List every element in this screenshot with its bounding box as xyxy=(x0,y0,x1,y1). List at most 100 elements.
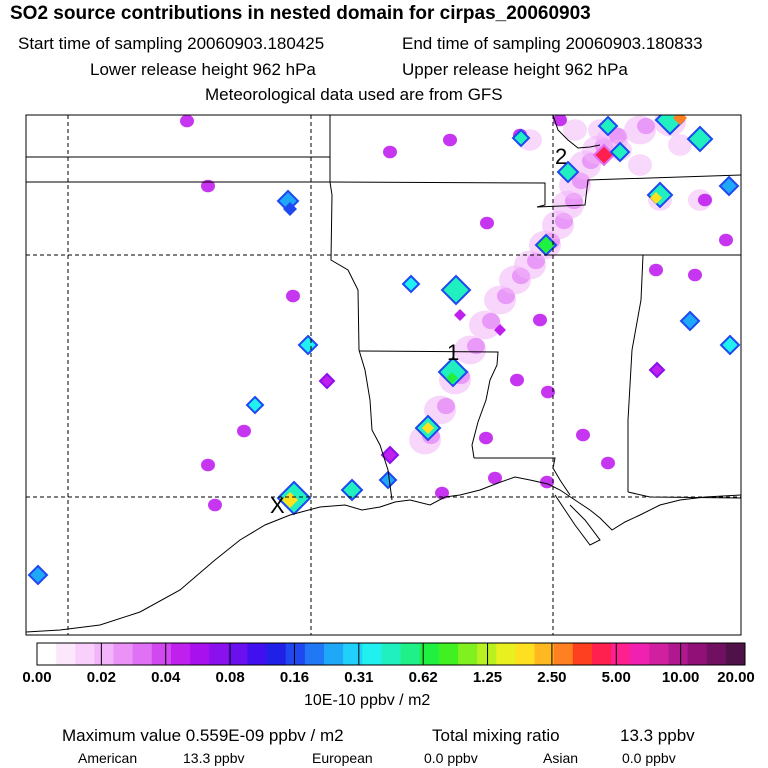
concentration-cell xyxy=(245,395,265,415)
colorbar-swatch xyxy=(266,643,287,665)
colorbar-swatch xyxy=(553,643,574,665)
source-asian-value: 0.0 ppbv xyxy=(622,750,676,766)
coastline-detail xyxy=(554,494,601,546)
colorbar-swatch xyxy=(37,643,57,665)
plume-cell xyxy=(533,313,547,327)
concentration-cell xyxy=(673,115,687,125)
colorbar-swatch xyxy=(438,643,459,665)
site-marker-2: 2 xyxy=(555,144,567,169)
concentration-cell xyxy=(401,274,421,294)
concentration-cell xyxy=(597,115,619,137)
maximum-value-label: Maximum value 0.559E-09 ppbv / m2 xyxy=(62,726,344,745)
concentration-cell xyxy=(718,175,740,197)
source-european-name: European xyxy=(312,750,373,766)
colorbar-tick-label: 2.50 xyxy=(537,669,567,686)
colorbar-swatch xyxy=(630,643,650,665)
colorbar-swatch xyxy=(496,643,516,665)
concentration-cell xyxy=(440,274,472,306)
map-frame xyxy=(25,114,742,636)
concentration-cell xyxy=(556,160,580,184)
concentration-cell xyxy=(511,128,531,148)
colorbar-swatch xyxy=(419,643,440,665)
plume-cell xyxy=(237,424,251,438)
lower-release-height-label: Lower release height 962 hPa xyxy=(90,60,316,79)
colorbar-swatch xyxy=(75,643,95,665)
plume-cell xyxy=(201,179,215,193)
concentration-cell xyxy=(446,372,458,384)
plume-cell xyxy=(467,337,485,355)
source-european-value: 0.0 ppbv xyxy=(424,750,478,766)
colorbar-tick-label: 5.00 xyxy=(601,669,631,686)
colorbar-swatch xyxy=(247,643,268,665)
end-time-label: End time of sampling 20060903.180833 xyxy=(402,34,703,53)
colorbar-tick-label: 0.16 xyxy=(279,669,310,686)
plume-cell xyxy=(637,117,655,135)
colorbar-tick-label: 20.00 xyxy=(717,669,755,686)
source-american-value: 13.3 ppbv xyxy=(183,750,245,766)
colorbar-tick-label: 0.04 xyxy=(151,669,181,686)
colorbar-tick-label: 1.25 xyxy=(472,669,503,686)
plume-cell xyxy=(437,397,455,415)
source-asian-name: Asian xyxy=(543,750,579,766)
colorbar-swatch xyxy=(228,643,248,665)
colorbar-swatch xyxy=(515,643,536,665)
colorbar-swatch xyxy=(534,643,555,665)
concentration-cells xyxy=(27,115,741,586)
source-x-marker: X xyxy=(270,493,285,518)
concentration-cell xyxy=(340,478,364,502)
concentration-cell xyxy=(27,564,49,586)
colorbar-swatch xyxy=(285,643,306,665)
colorbar-tick-label: 10.00 xyxy=(661,669,700,686)
colorbar-swatch xyxy=(725,643,746,665)
colorbar-tick-label: 0.62 xyxy=(408,669,438,686)
colorbar-swatch xyxy=(209,643,229,665)
plume-cell xyxy=(601,456,615,470)
colorbar-swatch xyxy=(706,643,727,665)
concentration-cell xyxy=(454,309,466,321)
state-border xyxy=(358,350,499,459)
site-marker-1: 1 xyxy=(447,340,459,365)
concentration-cell xyxy=(380,445,400,465)
colorbar-swatch xyxy=(687,643,708,665)
start-time-label: Start time of sampling 20060903.180425 xyxy=(18,34,325,53)
colorbar-swatch xyxy=(113,643,134,665)
state-border xyxy=(329,174,741,208)
concentration-cell xyxy=(318,372,336,390)
concentration-cell xyxy=(648,361,666,379)
plume-cell xyxy=(553,115,567,127)
concentration-cell xyxy=(650,192,662,204)
colorbar-tick-label: 0.08 xyxy=(215,669,245,686)
colorbar-swatch xyxy=(190,643,210,665)
colorbar-tick-label: 0.31 xyxy=(344,669,374,686)
map-layer xyxy=(26,115,741,635)
colorbar-swatch xyxy=(400,643,421,665)
concentration-cell xyxy=(297,334,319,356)
concentration-cell xyxy=(679,310,701,332)
plume-cell xyxy=(576,428,590,442)
plume-cell xyxy=(479,431,493,445)
plume-cell xyxy=(563,119,587,141)
concentration-cell xyxy=(609,141,631,163)
concentration-cell xyxy=(437,356,469,388)
plume-cell xyxy=(443,133,457,147)
colorbar-swatch xyxy=(611,643,631,665)
colorbar-swatch xyxy=(572,643,593,665)
upper-release-height-label: Upper release height 962 hPa xyxy=(402,60,628,79)
source-american-name: American xyxy=(78,750,138,766)
concentration-cell xyxy=(283,202,297,216)
colorbar-swatch xyxy=(94,643,115,665)
colorbar-tick-label: 0.00 xyxy=(22,669,52,686)
state-border xyxy=(474,457,571,496)
state-border xyxy=(329,181,393,501)
colorbar-swatch xyxy=(132,643,153,665)
plume-cell xyxy=(688,268,702,282)
plume-cell xyxy=(719,233,733,247)
plume-cell xyxy=(383,145,397,159)
colorbar-swatch xyxy=(591,643,612,665)
state-border xyxy=(627,491,741,499)
total-mixing-ratio-value: 13.3 ppbv xyxy=(620,726,695,745)
plume-cell xyxy=(628,154,652,176)
colorbar-tick-label: 0.02 xyxy=(86,669,116,686)
colorbar-swatch xyxy=(381,643,402,665)
